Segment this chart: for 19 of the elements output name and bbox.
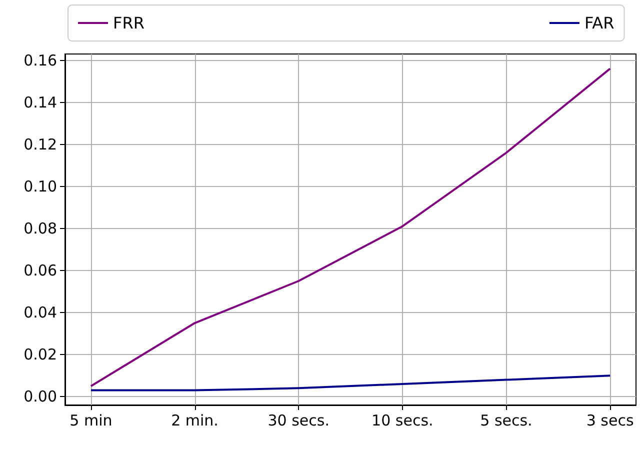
y-tick-label: 0.12 [24, 135, 57, 154]
y-tick-label: 0.04 [24, 304, 57, 322]
y-tick-label: 0.14 [24, 93, 57, 112]
x-tick-label: 5 min [70, 412, 112, 430]
legend-label: FRR [113, 14, 144, 32]
y-tick-label: 0.06 [24, 261, 57, 280]
x-tick-label: 30 secs. [268, 412, 330, 430]
x-tick-label: 10 secs. [372, 412, 434, 430]
y-tick-label: 0.10 [24, 177, 57, 196]
y-tick-label: 0.16 [24, 51, 57, 70]
legend-label: FAR [584, 14, 614, 32]
line-series [90, 68, 612, 388]
y-tick-label: 0.00 [24, 388, 57, 406]
x-tick-label: 3 secs [586, 412, 634, 430]
y-tick-label: 0.02 [24, 346, 57, 364]
x-tick-label: 5 secs. [480, 412, 532, 430]
y-tick-label: 0.08 [24, 219, 57, 238]
x-tick-label: 2 min. [171, 412, 218, 430]
line-series [90, 374, 612, 392]
